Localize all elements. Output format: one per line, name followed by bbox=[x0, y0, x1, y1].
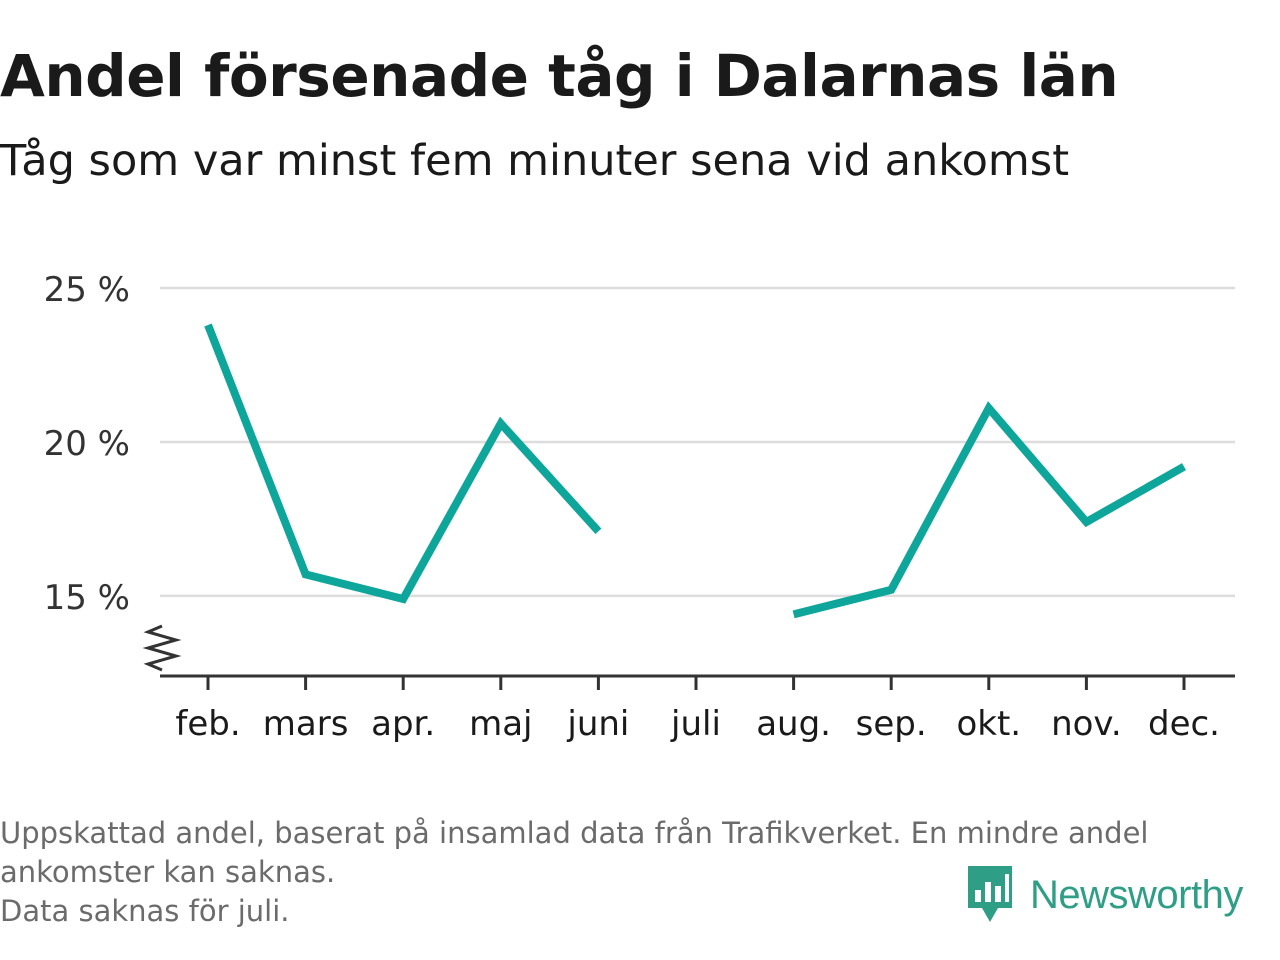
footnote-line-2: ankomster kan saknas. bbox=[0, 855, 336, 889]
x-axis bbox=[142, 624, 1235, 678]
x-axis-tick-labels: feb. mars apr. maj juni juli aug. sep. okt. nov. d… bbox=[175, 676, 1220, 744]
x-tick-label: juni bbox=[566, 704, 629, 744]
y-axis-tick-labels: 15 % 20 % 25 % bbox=[44, 270, 130, 618]
x-tick-label: aug. bbox=[756, 704, 831, 744]
x-tick-label: nov. bbox=[1051, 704, 1122, 744]
x-tick-label: sep. bbox=[856, 704, 927, 744]
chart-subtitle: Tåg som var minst fem minuter sena vid a… bbox=[0, 136, 1070, 186]
y-tick-label: 15 % bbox=[44, 578, 130, 618]
footnote-line-3: Data saknas för juli. bbox=[0, 894, 290, 928]
footnote: Uppskattad andel, baserat på insamlad da… bbox=[0, 814, 1270, 931]
x-tick-label: maj bbox=[469, 704, 532, 744]
line-chart: 15 % 20 % 25 % feb. mars apr. maj juni juli aug.… bbox=[44, 270, 1235, 744]
y-tick-label: 20 % bbox=[44, 424, 130, 464]
x-tick-label: dec. bbox=[1148, 704, 1220, 744]
x-tick-label: juli bbox=[670, 704, 721, 744]
y-axis-break-icon bbox=[142, 624, 182, 672]
newsworthy-logo-icon bbox=[968, 866, 1012, 922]
x-tick-label: apr. bbox=[371, 704, 435, 744]
y-tick-label: 25 % bbox=[44, 270, 130, 310]
footnote-line-1: Uppskattad andel, baserat på insamlad da… bbox=[0, 816, 1149, 850]
data-lines bbox=[204, 323, 1186, 619]
grid-lines bbox=[160, 286, 1235, 598]
series-line bbox=[792, 401, 1186, 619]
series-line bbox=[204, 323, 602, 604]
brand-logo: Newsworthy bbox=[964, 864, 1243, 926]
chart-title: Andel försenade tåg i Dalarnas län bbox=[0, 42, 1119, 110]
x-tick-label: okt. bbox=[956, 704, 1021, 744]
brand-name: Newsworthy bbox=[1030, 872, 1243, 917]
x-tick-label: feb. bbox=[175, 704, 240, 744]
x-tick-label: mars bbox=[263, 704, 349, 744]
